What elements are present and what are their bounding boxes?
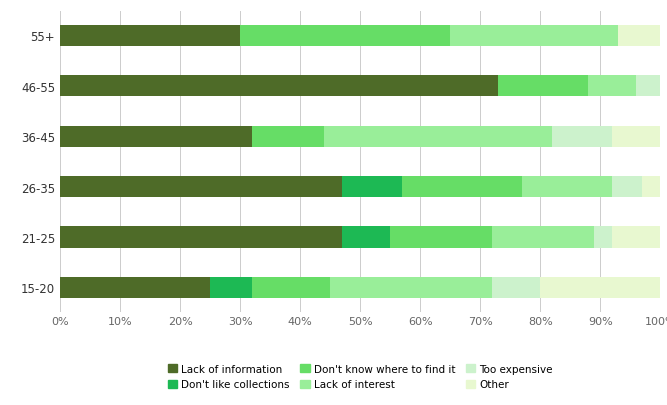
Bar (618, 26, 660, 47)
Bar (210, 277, 252, 298)
Bar (612, 177, 642, 198)
Bar (252, 126, 324, 147)
Bar (60, 76, 498, 97)
Bar (612, 126, 660, 147)
Bar (240, 26, 450, 47)
Bar (492, 277, 540, 298)
Bar (498, 76, 588, 97)
Bar (342, 227, 390, 248)
Legend: Lack of information, Don't like collections, Don't know where to find it, Lack o: Lack of information, Don't like collecti… (165, 362, 555, 391)
Bar (330, 277, 492, 298)
Bar (450, 26, 618, 47)
Bar (252, 277, 330, 298)
Bar (540, 277, 660, 298)
Bar (60, 126, 252, 147)
Bar (402, 177, 522, 198)
Bar (342, 177, 402, 198)
Bar (636, 76, 660, 97)
Bar (612, 227, 660, 248)
Bar (60, 177, 342, 198)
Bar (390, 227, 492, 248)
Bar (588, 76, 636, 97)
Bar (60, 26, 240, 47)
Bar (522, 177, 612, 198)
Bar (594, 227, 612, 248)
Bar (60, 227, 342, 248)
Bar (492, 227, 594, 248)
Bar (324, 126, 552, 147)
Bar (60, 277, 210, 298)
Bar (642, 177, 660, 198)
Bar (552, 126, 612, 147)
